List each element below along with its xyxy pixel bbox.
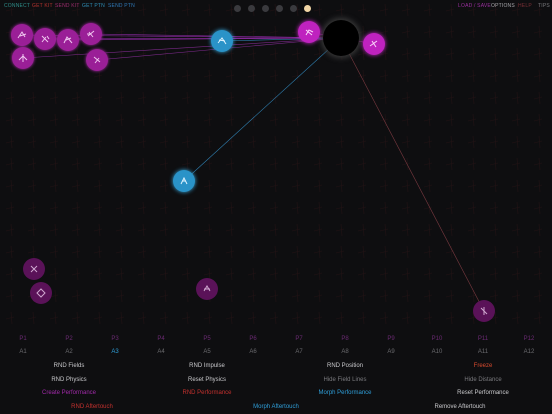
instrument-node[interactable] xyxy=(363,33,385,55)
performance-slot[interactable]: P9 xyxy=(387,336,395,342)
rnd-fields-button[interactable]: RND Fields xyxy=(53,363,85,369)
instrument-node[interactable] xyxy=(298,21,320,43)
instrument-node[interactable] xyxy=(11,24,33,46)
instrument-node[interactable] xyxy=(86,49,108,71)
page-dot[interactable] xyxy=(290,5,297,12)
rnd-performance-button[interactable]: RND Performance xyxy=(182,390,232,396)
assignment-slot[interactable]: A8 xyxy=(341,349,349,355)
performance-slot[interactable]: P8 xyxy=(341,336,349,342)
hide-field-lines-button[interactable]: Hide Field Lines xyxy=(323,377,367,383)
send-ptn-button[interactable]: SEND PTN xyxy=(108,3,135,9)
performance-slot[interactable]: P10 xyxy=(431,336,443,342)
performance-slot[interactable]: P11 xyxy=(477,336,489,342)
instrument-glyph-icon xyxy=(93,56,101,64)
instrument-node[interactable] xyxy=(12,47,34,69)
performance-slot[interactable]: P2 xyxy=(65,336,73,342)
page-dot[interactable] xyxy=(234,5,241,12)
instrument-glyph-icon xyxy=(17,31,27,39)
get-ptn-button[interactable]: GET PTN xyxy=(82,3,105,9)
page-dot-active[interactable] xyxy=(304,5,311,12)
instrument-glyph-icon xyxy=(217,37,227,45)
black-hole-icon[interactable] xyxy=(323,20,359,56)
rnd-impulse-button[interactable]: RND Impulse xyxy=(189,363,225,369)
rnd-position-button[interactable]: RND Position xyxy=(326,363,363,369)
reset-performance-button[interactable]: Reset Performance xyxy=(457,390,509,396)
page-dot[interactable] xyxy=(248,5,255,12)
instrument-node-selected[interactable] xyxy=(211,30,233,52)
send-kit-button[interactable]: SEND KIT xyxy=(55,3,80,9)
performance-slot[interactable]: P7 xyxy=(295,336,303,342)
instrument-node[interactable] xyxy=(23,258,45,280)
options-button[interactable]: OPTIONS xyxy=(491,3,515,9)
connect-button[interactable]: CONNECT xyxy=(4,3,31,9)
instrument-glyph-icon xyxy=(369,40,378,48)
morph-aftertouch-button[interactable]: Morph Aftertouch xyxy=(253,404,299,410)
instrument-node[interactable] xyxy=(30,282,52,304)
page-dot[interactable] xyxy=(262,5,269,12)
remove-aftertouch-button[interactable]: Remove Aftertouch xyxy=(434,404,486,410)
freeze-button[interactable]: Freeze xyxy=(473,363,493,369)
help-button[interactable]: HELP xyxy=(518,3,532,9)
page-dot[interactable] xyxy=(276,5,283,12)
assignment-slot[interactable]: A1 xyxy=(19,349,27,355)
assignment-slot[interactable]: A10 xyxy=(431,349,443,355)
instrument-node[interactable] xyxy=(80,23,102,45)
performance-slot[interactable]: P5 xyxy=(203,336,211,342)
tips-button[interactable]: TIPS xyxy=(538,3,550,9)
get-kit-button[interactable]: GET KIT xyxy=(32,3,53,9)
assignment-slot[interactable]: A9 xyxy=(387,349,395,355)
instrument-glyph-icon xyxy=(41,35,50,43)
assignment-slot[interactable]: A6 xyxy=(249,349,257,355)
create-performance-button[interactable]: Create Performance xyxy=(41,390,97,396)
assignment-slot[interactable]: A2 xyxy=(65,349,73,355)
rnd-physics-button[interactable]: RND Physics xyxy=(51,377,87,383)
instrument-glyph-icon xyxy=(18,54,28,62)
instrument-glyph-icon xyxy=(36,288,46,298)
instrument-node[interactable] xyxy=(34,28,56,50)
assignment-slot[interactable]: A5 xyxy=(203,349,211,355)
assignment-slot[interactable]: A4 xyxy=(157,349,165,355)
hide-distance-button[interactable]: Hide Distance xyxy=(464,377,502,383)
performance-slot[interactable]: P4 xyxy=(157,336,165,342)
instrument-node-selected[interactable] xyxy=(173,170,195,192)
page-indicator[interactable] xyxy=(234,5,311,12)
instrument-glyph-icon xyxy=(480,307,488,315)
instrument-node[interactable] xyxy=(196,278,218,300)
assignment-slot-selected[interactable]: A3 xyxy=(111,349,119,355)
performance-slot[interactable]: P3 xyxy=(111,336,119,342)
instrument-glyph-icon xyxy=(30,265,38,273)
instrument-glyph-icon xyxy=(203,285,211,292)
assignment-slot[interactable]: A7 xyxy=(295,349,303,355)
rnd-aftertouch-button[interactable]: RND Aftertouch xyxy=(71,404,113,410)
instrument-glyph-icon xyxy=(63,36,73,44)
instrument-node[interactable] xyxy=(57,29,79,51)
instrument-node[interactable] xyxy=(473,300,495,322)
performance-slot[interactable]: P6 xyxy=(249,336,257,342)
instrument-glyph-icon xyxy=(180,176,188,185)
reset-physics-button[interactable]: Reset Physics xyxy=(187,377,226,383)
morph-performance-button[interactable]: Morph Performance xyxy=(318,390,372,396)
assignment-slot[interactable]: A12 xyxy=(523,349,535,355)
load-save-button[interactable]: LOAD / SAVE xyxy=(458,3,491,9)
assignment-slot[interactable]: A11 xyxy=(477,349,489,355)
instrument-glyph-icon xyxy=(305,29,314,36)
instrument-glyph-icon xyxy=(87,30,95,38)
performance-slot[interactable]: P12 xyxy=(523,336,535,342)
performance-slot[interactable]: P1 xyxy=(19,336,27,342)
